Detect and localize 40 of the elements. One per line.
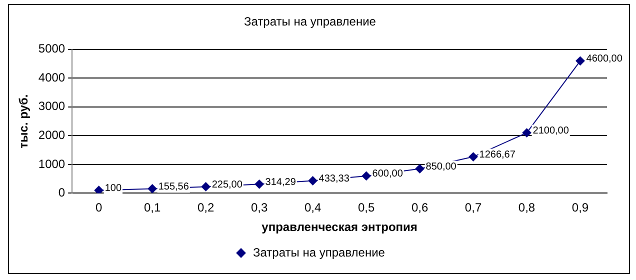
data-label: 1266,67 bbox=[479, 150, 516, 161]
point bbox=[468, 152, 478, 162]
x-tick-label: 0,7 bbox=[464, 200, 482, 215]
legend-label: Затраты на управление bbox=[253, 245, 386, 260]
x-tick-label: 0 bbox=[95, 200, 102, 215]
x-tick-label: 0,6 bbox=[411, 200, 428, 215]
point bbox=[576, 56, 585, 66]
y-tick-label: 2000 bbox=[38, 128, 66, 142]
x-tick-label: 0,8 bbox=[518, 200, 536, 215]
x-tick-label: 0,3 bbox=[250, 200, 268, 215]
x-tick-label: 0,9 bbox=[572, 200, 589, 215]
y-tick-label: 4000 bbox=[38, 70, 66, 84]
x-tick-label: 0,2 bbox=[197, 200, 214, 215]
data-label: 225,00 bbox=[212, 179, 243, 190]
data-label: 100 bbox=[104, 183, 122, 194]
point bbox=[415, 164, 424, 174]
x-tick-label: 0,5 bbox=[358, 200, 375, 215]
point bbox=[254, 180, 264, 189]
data-label: 314,29 bbox=[265, 176, 296, 188]
y-tick-label: 5000 bbox=[38, 42, 66, 56]
y-tick-label: 1000 bbox=[38, 156, 66, 171]
y-axis-title: тыс. руб. bbox=[16, 94, 31, 148]
x-tick-label: 0,1 bbox=[144, 200, 161, 215]
point bbox=[308, 176, 318, 186]
data-label: 433,33 bbox=[318, 173, 350, 184]
point bbox=[94, 186, 104, 194]
data-label: 155,56 bbox=[158, 181, 190, 192]
data-label: 2100,00 bbox=[532, 126, 570, 137]
data-label: 600,00 bbox=[372, 168, 404, 180]
point bbox=[148, 184, 157, 194]
point bbox=[522, 128, 532, 138]
point bbox=[362, 171, 371, 180]
chart-title: Затраты на управление bbox=[244, 14, 376, 29]
data-label: 850,00 bbox=[426, 162, 457, 173]
x-tick-label: 0,4 bbox=[304, 200, 322, 215]
x-axis-title: управленческая энтропия bbox=[262, 220, 418, 234]
point bbox=[201, 182, 210, 192]
data-label: 4600,00 bbox=[586, 54, 623, 65]
y-tick-label: 3000 bbox=[38, 99, 66, 114]
y-tick-label: 0 bbox=[58, 186, 66, 200]
